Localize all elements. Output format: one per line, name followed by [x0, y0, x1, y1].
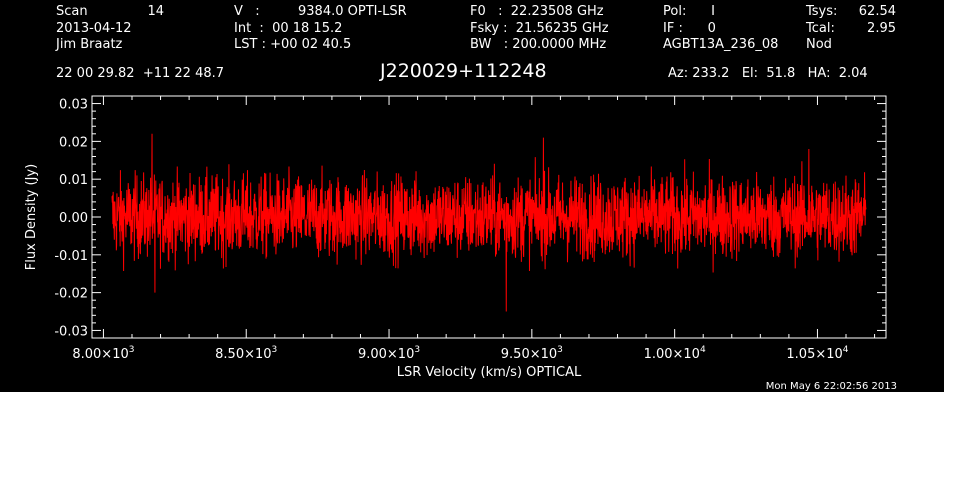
x-axis-label: LSR Velocity (km/s) OPTICAL [397, 365, 582, 380]
observer-name: Jim Braatz [56, 37, 123, 52]
spectrum-line [111, 133, 867, 312]
spectrum-plot: 0.03 0.02 0.01 0.00 -0.01 -0.02 -0.03 8.00×103… [24, 95, 897, 392]
velocity-label: V : [234, 4, 260, 19]
y-tick-label: -0.01 [54, 249, 88, 264]
tsys-label: Tsys: [806, 4, 838, 19]
integration-time: Int : 00 18 15.2 [234, 21, 343, 36]
tsys-value: 62.54 [858, 4, 896, 19]
chart-title: J220029+112248 [380, 60, 547, 82]
az-el-ha: Az: 233.2 El: 51.8 HA: 2.04 [668, 66, 868, 81]
polarization: Pol: I [663, 4, 715, 19]
tcal-label: Tcal: [806, 21, 835, 36]
x-tick-label: 9.50×103 [501, 345, 563, 362]
y-tick-label: 0.02 [59, 135, 88, 150]
y-axis-label: Flux Density (Jy) [24, 164, 39, 270]
procedure-name: Nod [806, 37, 832, 52]
y-tick-label: -0.03 [54, 324, 88, 339]
spectrum-trace [111, 133, 867, 312]
x-tick-label: 8.50×103 [215, 345, 277, 362]
tcal-value: 2.95 [867, 21, 896, 36]
y-tick-label: 0.01 [59, 173, 88, 188]
plot-panel: Scan 14 2013-04-12 Jim Braatz V : 9384.0… [0, 0, 944, 392]
project-id: AGBT13A_236_08 [663, 37, 779, 52]
plot-timestamp: Mon May 6 22:02:56 2013 [766, 381, 897, 392]
bandwidth: BW : 200.0000 MHz [470, 37, 607, 52]
y-tick-label: 0.03 [59, 98, 88, 113]
lst-value: LST : +00 02 40.5 [234, 37, 352, 52]
scan-label: Scan [56, 4, 88, 19]
axis-ticks [92, 96, 886, 338]
rest-frequency: F0 : 22.23508 GHz [470, 4, 604, 19]
x-tick-label: 9.00×103 [358, 345, 420, 362]
sky-frequency: Fsky : 21.56235 GHz [470, 21, 609, 36]
x-tick-label: 1.05×104 [786, 345, 848, 362]
observation-date: 2013-04-12 [56, 21, 132, 36]
x-tick-labels: 8.00×103 8.50×103 9.00×103 9.50×103 1.00×104… [72, 345, 848, 362]
x-tick-label: 8.00×103 [72, 345, 134, 362]
source-coordinates: 22 00 29.82 +11 22 48.7 [56, 66, 225, 81]
velocity-value: 9384.0 OPTI-LSR [298, 4, 407, 19]
scan-number: 14 [147, 4, 164, 19]
if-number: IF : 0 [663, 21, 716, 36]
y-tick-labels: 0.03 0.02 0.01 0.00 -0.01 -0.02 -0.03 [54, 98, 88, 340]
y-tick-label: 0.00 [59, 211, 88, 226]
x-tick-label: 1.00×104 [644, 345, 706, 362]
y-tick-label: -0.02 [54, 287, 88, 302]
